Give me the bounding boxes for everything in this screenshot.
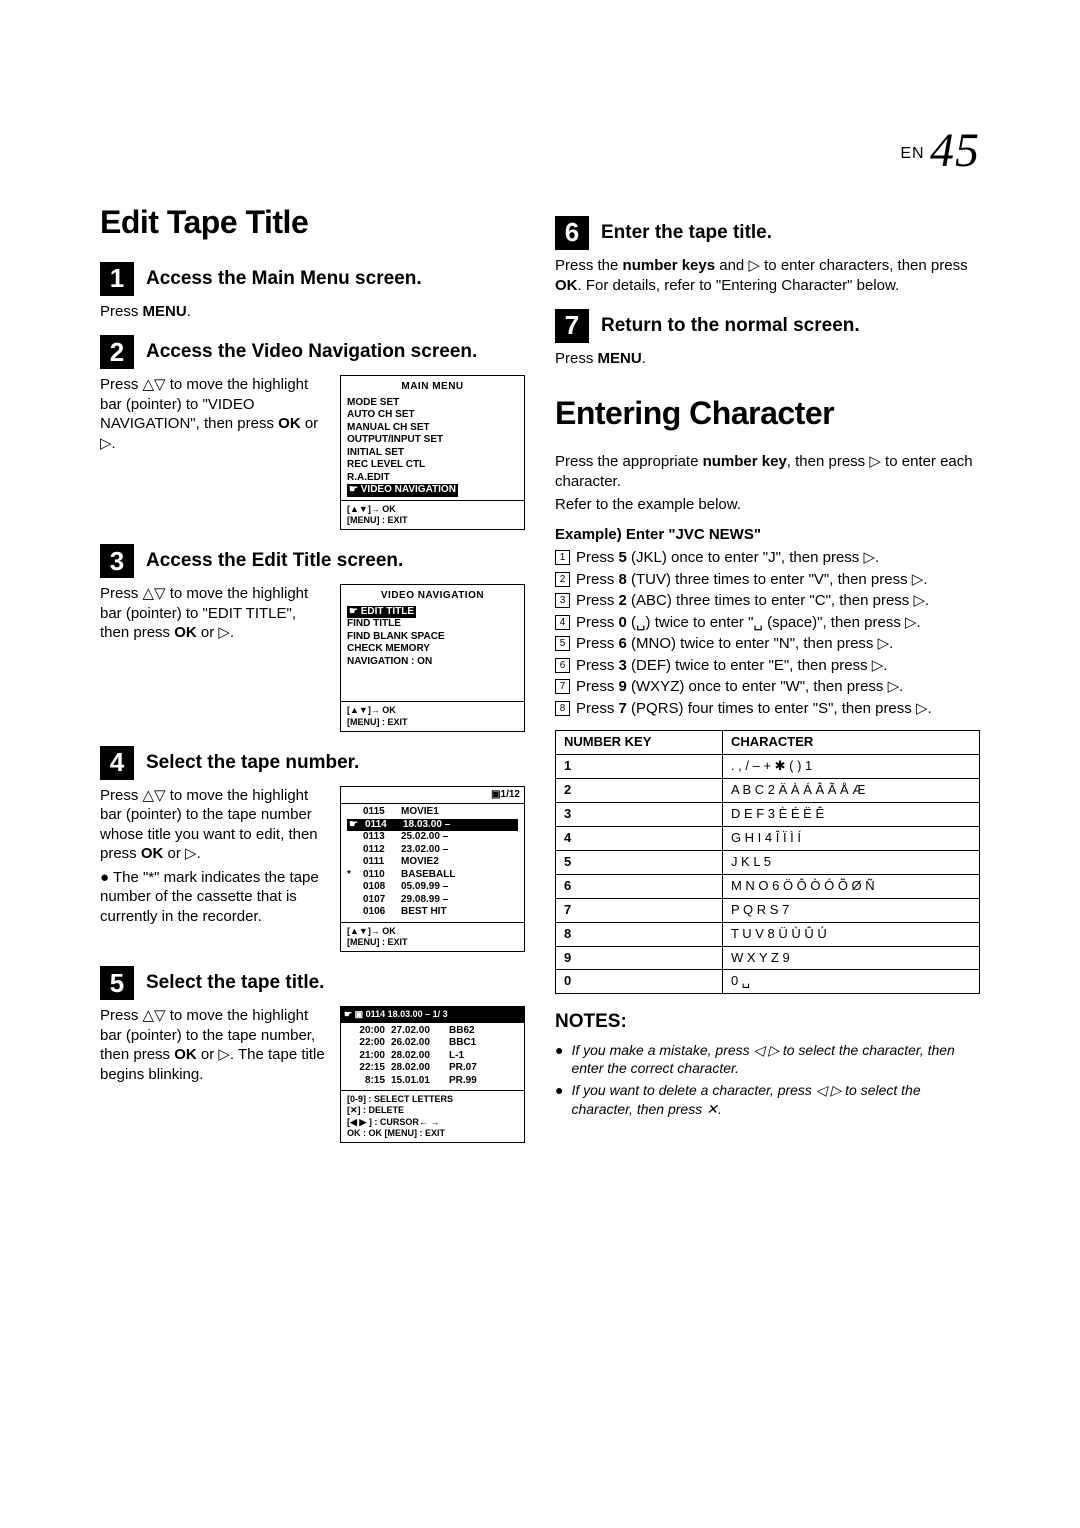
step-header: 6 Enter the tape title. [555,216,980,250]
step-title: Select the tape title. [146,971,324,996]
step-title: Return to the normal screen. [601,314,860,339]
page-label: EN [900,145,924,162]
screen-box: VIDEO NAVIGATION☛ EDIT TITLEFIND TITLEFI… [340,584,525,732]
step-title: Select the tape number. [146,751,359,776]
step-title: Access the Edit Title screen. [146,549,403,574]
step-title: Enter the tape title. [601,221,772,246]
step-title: Access the Main Menu screen. [146,267,422,292]
step-header: 5 Select the tape title. [100,966,525,1000]
character-table: NUMBER KEYCHARACTER1. , / – + ✱ ( ) 12A … [555,730,980,994]
step-number: 3 [100,544,134,578]
right-column: 6Enter the tape title.Press the number k… [555,202,980,1155]
screen-box: ▣ 1/120115MOVIE1☛011418.03.00 –011325.02… [340,786,525,953]
left-column: Edit Tape Title 1 Access the Main Menu scr… [100,202,525,1155]
screen-box: ☛ ▣ 0114 18.03.00 – 1/ 320:0027.02.00BB6… [340,1006,525,1143]
screen-box: MAIN MENUMODE SETAUTO CH SETMANUAL CH SE… [340,375,525,530]
notes-heading: NOTES: [555,1010,980,1035]
step-number: 6 [555,216,589,250]
step-number: 1 [100,262,134,296]
notes-list: If you make a mistake, press ◁ ▷ to sele… [555,1041,980,1118]
step-header: 4 Select the tape number. [100,746,525,780]
section-title: Edit Tape Title [100,202,525,244]
step-number: 2 [100,335,134,369]
step-header: 7 Return to the normal screen. [555,309,980,343]
step-number: 7 [555,309,589,343]
step-number: 5 [100,966,134,1000]
example-steps: 1Press 5 (JKL) once to enter "J", then p… [555,548,980,718]
example-title: Example) Enter "JVC NEWS" [555,525,980,545]
step-number: 4 [100,746,134,780]
step-title: Access the Video Navigation screen. [146,340,477,365]
step-header: 1 Access the Main Menu screen. [100,262,525,296]
page-number: 45 [930,124,980,177]
section-title-2: Entering Character [555,393,980,435]
step-header: 3 Access the Edit Title screen. [100,544,525,578]
step-header: 2 Access the Video Navigation screen. [100,335,525,369]
page-header: EN 45 [100,120,980,182]
